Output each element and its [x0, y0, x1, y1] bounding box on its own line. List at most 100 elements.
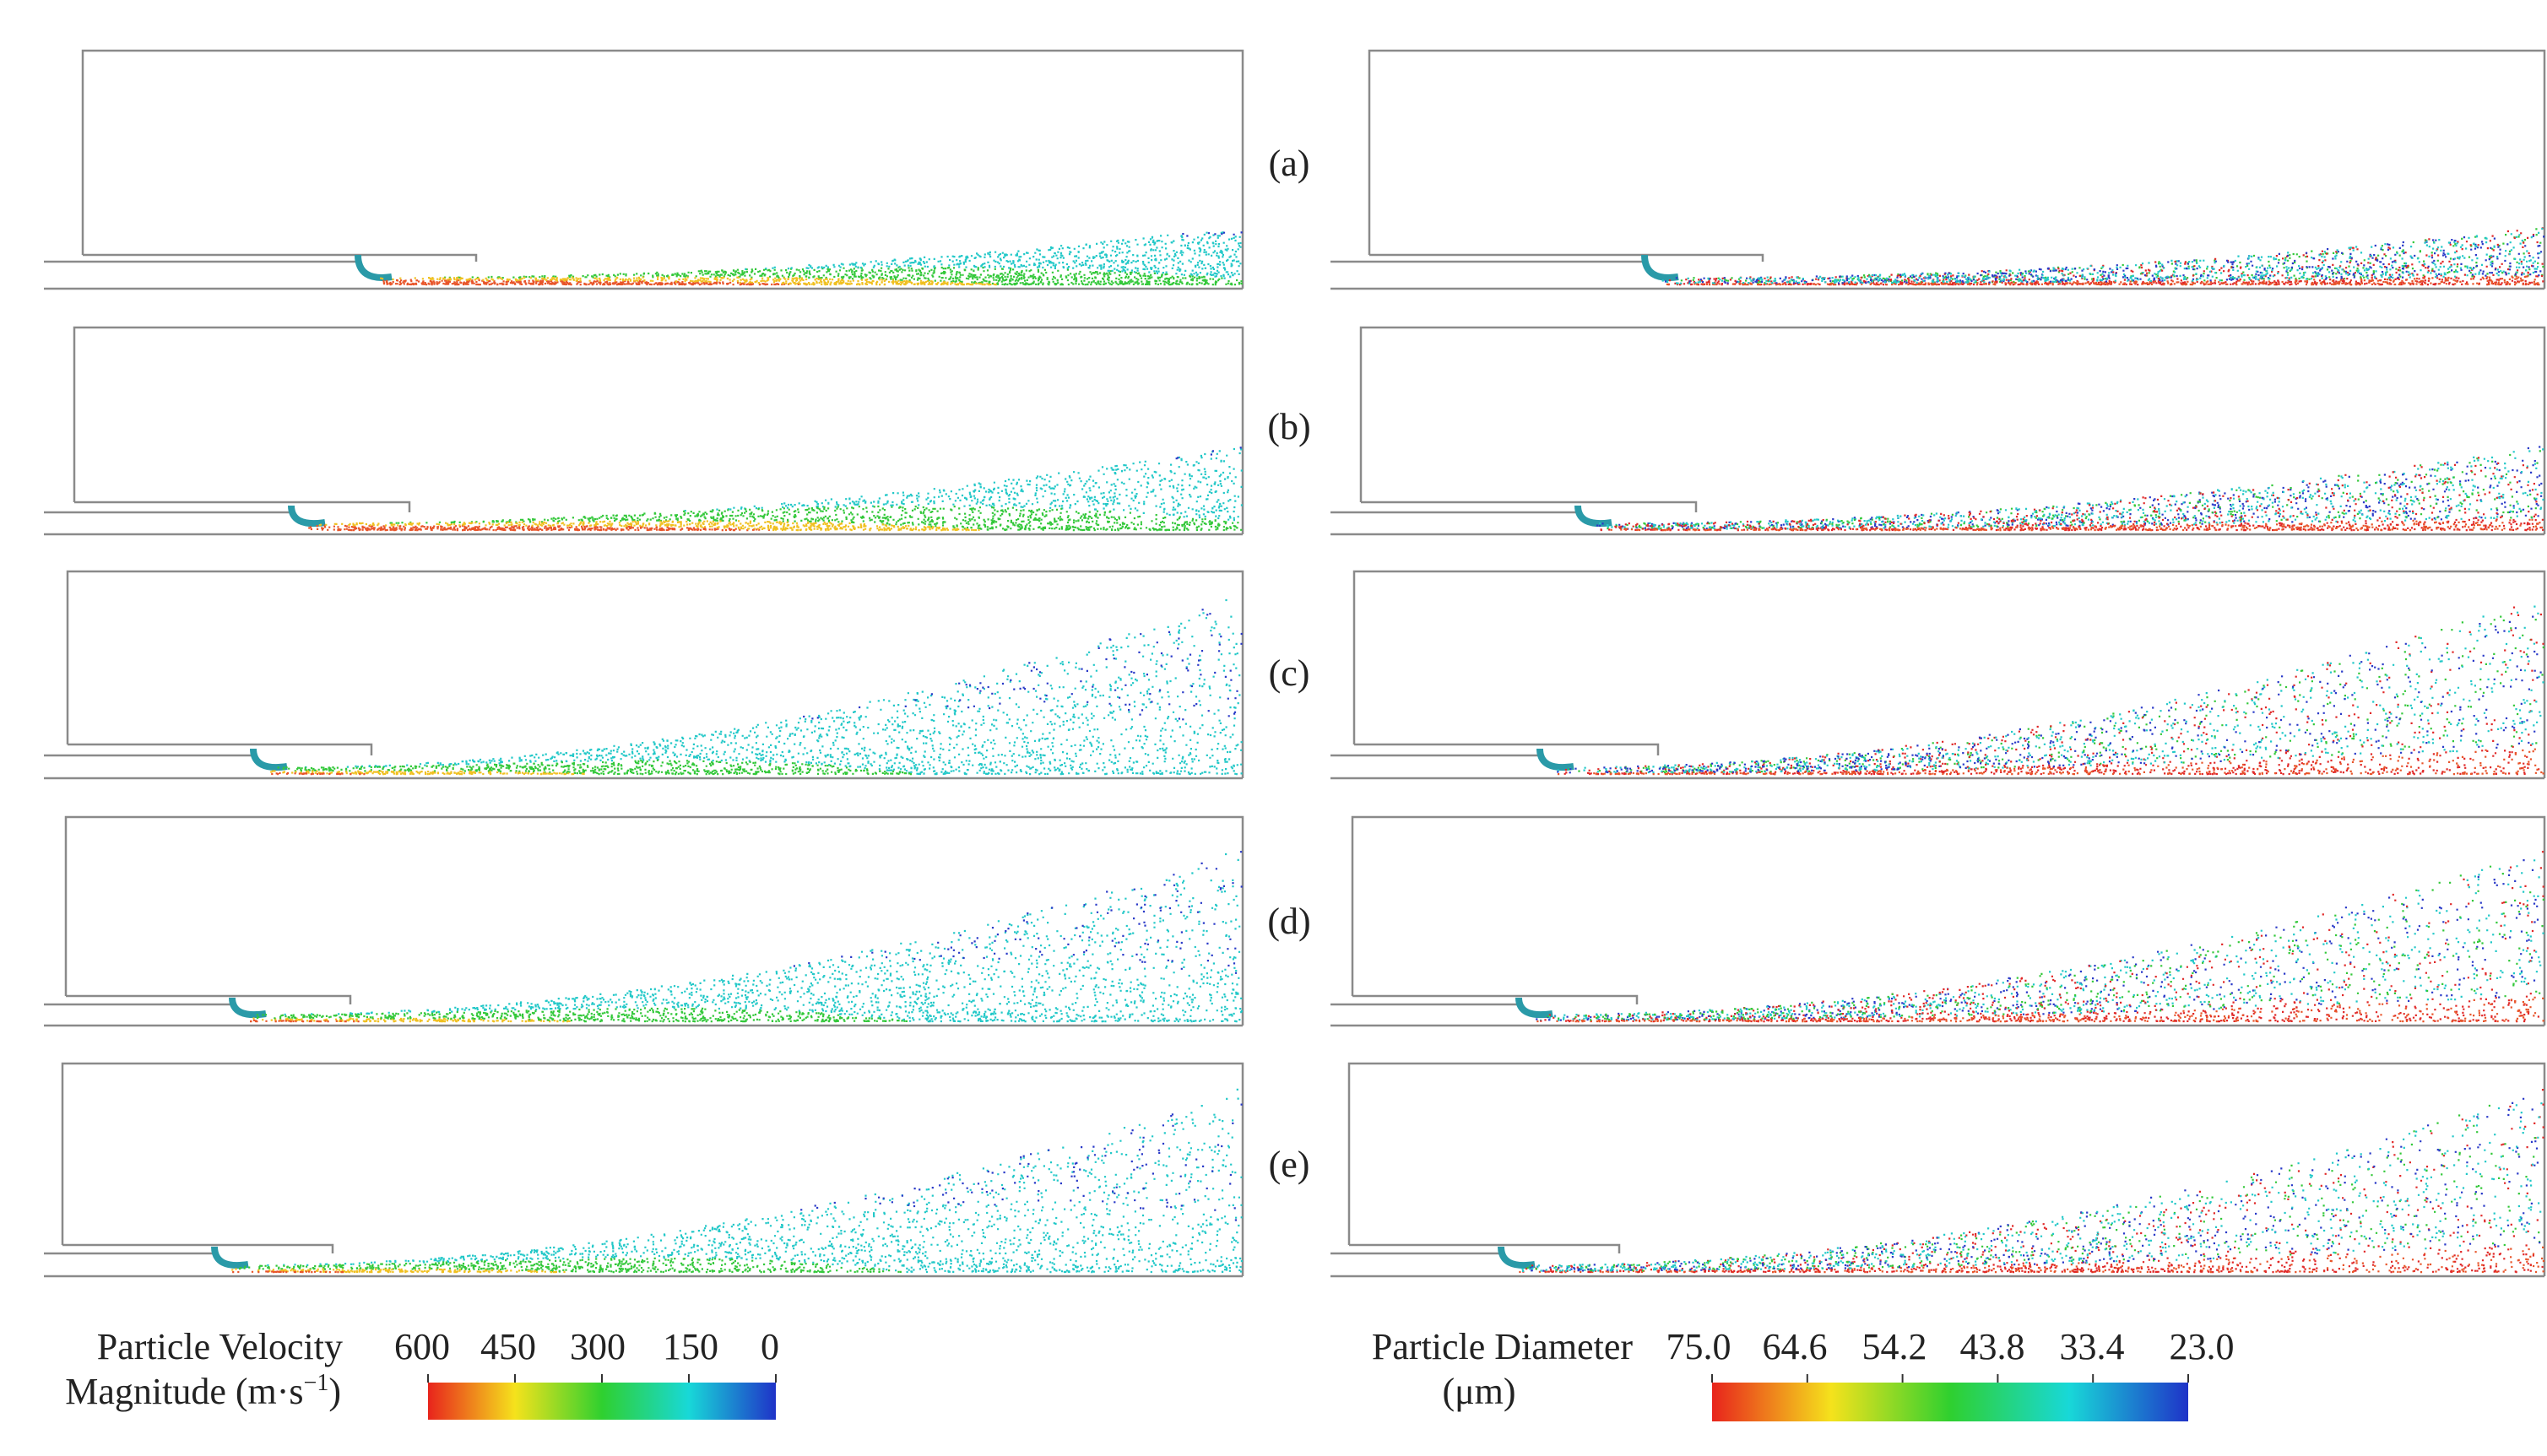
- velocity-colorbar-title-line2: Magnitude (m·s−1): [65, 1370, 341, 1412]
- particle-dots: [793, 851, 1243, 974]
- particle-dots: [318, 520, 980, 532]
- chamber-outline: [1359, 326, 2546, 534]
- diameter-panel-4: [1330, 1062, 2546, 1278]
- particle-dots: [1182, 231, 1243, 237]
- nozzle-icon: [229, 997, 267, 1019]
- diameter-panels: [1330, 49, 2546, 1278]
- particle-dots: [238, 1257, 902, 1274]
- duct-outline: [83, 253, 478, 262]
- particle-dots: [231, 1268, 566, 1274]
- velocity-panel-0: [44, 49, 1244, 290]
- nozzle-icon: [1641, 254, 1679, 281]
- nozzle-icon: [288, 505, 326, 527]
- duct-outline: [1361, 501, 1698, 512]
- diameter-panel-3: [1330, 815, 2546, 1027]
- particle-plume: [1536, 851, 2544, 1023]
- particle-dots: [1596, 446, 2543, 530]
- particle-dots: [1529, 1097, 2541, 1272]
- diameter-panel-0: [1330, 49, 2546, 290]
- particle-dots: [800, 1103, 1243, 1221]
- particle-dots: [250, 1019, 360, 1023]
- particle-dots: [1680, 228, 2544, 284]
- panel-label-c: (c): [1269, 652, 1310, 694]
- particle-dots: [1175, 447, 1242, 460]
- chamber-outline: [64, 815, 1244, 1026]
- particle-dots: [380, 276, 997, 286]
- particle-dots: [1607, 450, 2541, 530]
- velocity-panel-3: [44, 815, 1244, 1027]
- nozzle-icon: [1515, 997, 1553, 1019]
- particle-dots: [256, 1007, 908, 1023]
- particle-plume: [1557, 605, 2544, 776]
- particle-dots: [271, 771, 366, 776]
- particle-dots: [389, 505, 1243, 532]
- particle-dots: [444, 266, 1243, 286]
- velocity-colorbar-title-line1: Particle Velocity: [97, 1326, 343, 1367]
- particle-plume: [231, 1088, 1243, 1274]
- velocity-panel-2: [44, 570, 1244, 780]
- chamber-outline: [1368, 49, 2546, 289]
- particle-plume: [1661, 227, 2545, 286]
- particle-plume: [380, 231, 1243, 286]
- duct-outline: [1349, 1243, 1621, 1253]
- duct-outline: [1369, 253, 1764, 262]
- particle-dots: [745, 231, 1242, 279]
- velocity-colorbar: Particle Velocity Magnitude (m·s−1) 600 …: [65, 1326, 779, 1420]
- particle-dots: [232, 1270, 344, 1274]
- velocity-colorbar-ticks: [427, 1374, 777, 1383]
- diameter-colorbar-title-line2: (μm): [1442, 1371, 1515, 1412]
- duct-outline: [1354, 743, 1660, 755]
- diameter-tick-33-4: 33.4: [2060, 1326, 2125, 1367]
- chamber-outline: [1347, 1062, 2546, 1276]
- particle-dots: [270, 770, 585, 776]
- diameter-colorbar: Particle Diameter (μm) 75.0 64.6 54.2 43…: [1372, 1326, 2235, 1421]
- panel-label-e: (e): [1269, 1144, 1310, 1185]
- particle-dots: [1536, 996, 2544, 1023]
- particle-dots: [308, 524, 770, 532]
- diameter-panel-2: [1330, 570, 2546, 780]
- nozzle-icon: [1536, 748, 1574, 771]
- particle-dots: [1557, 615, 2542, 774]
- particle-dots: [382, 279, 808, 286]
- particle-dots: [1558, 748, 2544, 776]
- particle-plume: [308, 447, 1243, 532]
- diameter-colorbar-title-line1: Particle Diameter: [1372, 1326, 1633, 1367]
- diameter-panel-1: [1330, 326, 2546, 536]
- velocity-tick-600: 600: [394, 1326, 450, 1367]
- panel-label-a: (a): [1269, 143, 1310, 184]
- particle-plume: [1596, 446, 2544, 532]
- velocity-tick-0: 0: [761, 1326, 779, 1367]
- panel-label-d: (d): [1267, 901, 1310, 942]
- particle-plume: [250, 851, 1244, 1023]
- diameter-colorbar-ticks: [1711, 1374, 2189, 1383]
- particle-dots: [1519, 1246, 2544, 1274]
- diameter-tick-64-6: 64.6: [1763, 1326, 1828, 1367]
- duct-outline: [68, 743, 373, 755]
- nozzle-icon: [1498, 1246, 1536, 1269]
- diameter-tick-43-8: 43.8: [1960, 1326, 2025, 1367]
- particle-dots: [305, 598, 1243, 776]
- particle-dots: [1599, 448, 2544, 530]
- particle-dots: [684, 447, 1243, 522]
- velocity-panel-4: [44, 1062, 1244, 1278]
- particle-dots: [267, 1088, 1243, 1274]
- particle-plume: [1519, 1089, 2544, 1274]
- nozzle-icon: [211, 1246, 249, 1269]
- chamber-outline: [66, 570, 1244, 778]
- nozzle-icon: [1574, 505, 1612, 527]
- particle-dots: [1610, 518, 2543, 532]
- diameter-tick-23-0: 23.0: [2170, 1326, 2235, 1367]
- velocity-panel-1: [44, 326, 1244, 536]
- duct-outline: [1352, 994, 1639, 1004]
- particle-dots: [1664, 235, 2545, 284]
- velocity-colorbar-gradient: [428, 1383, 776, 1420]
- chamber-outline: [1351, 815, 2546, 1026]
- duct-outline: [74, 501, 411, 512]
- velocity-tick-450: 450: [480, 1326, 536, 1367]
- diameter-tick-75-0: 75.0: [1666, 1326, 1731, 1367]
- particle-dots: [1667, 227, 2544, 286]
- diameter-colorbar-gradient: [1712, 1383, 2188, 1421]
- chamber-outline: [1352, 570, 2546, 778]
- duct-outline: [62, 1243, 334, 1253]
- particle-dots: [1661, 227, 2544, 284]
